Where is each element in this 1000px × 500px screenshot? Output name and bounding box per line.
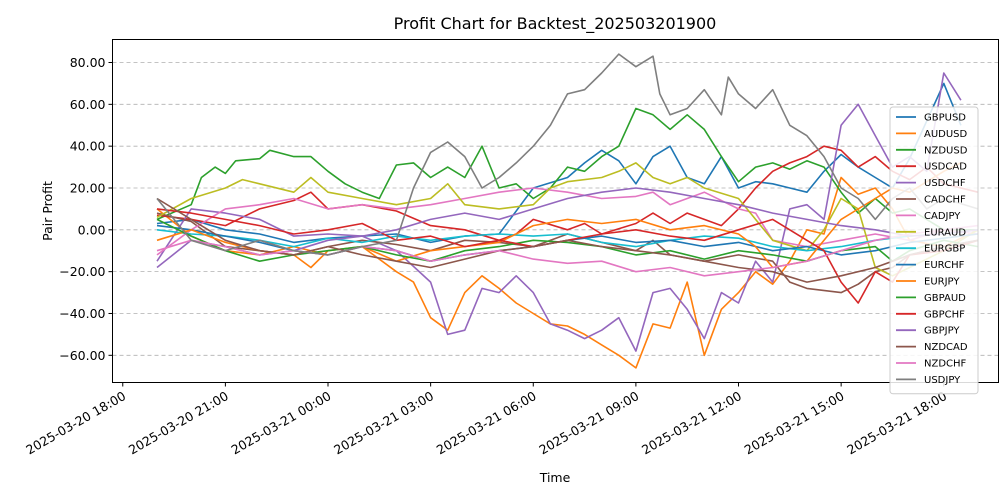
legend-label-eurjpy: EURJPY [924,277,960,288]
legend-label-audusd: AUDUSD [924,129,968,140]
legend-label-cadchf: CADCHF [924,195,966,206]
y-tick-label-3: 0.00 [78,222,106,237]
legend-label-usdjpy: USDJPY [924,375,961,386]
series-line-usdchf [156,72,962,352]
y-tick-label-5: 40.00 [70,139,106,154]
series-line-gbpchf [156,208,979,304]
y-tick-label-6: 60.00 [70,97,106,112]
series-line-gbpusd [156,82,962,244]
chart-title: Profit Chart for Backtest_202503201900 [394,14,717,34]
legend-label-eurchf: EURCHF [924,260,965,271]
series-lines [156,53,979,369]
plot-frame [112,39,999,383]
x-tick-label-8: 2025-03-21 18:00 [844,388,949,457]
series-line-cadjpy [156,187,979,256]
legend-box [889,106,979,395]
x-tick-label-1: 2025-03-20 21:00 [126,388,231,457]
series-line-nzdusd [156,107,978,231]
series-line-eurjpy [156,162,962,269]
series-line-nzdcad [156,197,979,283]
series-line-euraud [156,162,979,277]
x-tick-label-6: 2025-03-21 12:00 [639,388,744,457]
legend-label-gbpaud: GBPAUD [924,293,966,304]
legend-label-gbpjpy: GBPJPY [924,326,960,337]
x-tick-label-5: 2025-03-21 09:00 [536,388,641,457]
y-tick-label-2: −20.00 [59,264,105,279]
legend-label-gbpusd: GBPUSD [924,113,966,124]
x-tick-label-7: 2025-03-21 15:00 [742,388,847,457]
x-tick-label-2: 2025-03-21 00:00 [228,388,333,457]
y-axis-ticks: −60.00 −40.00 −20.00 0.00 20.00 40.00 60.00 80.… [59,55,113,363]
series-line-usdcad [156,145,979,242]
x-tick-label-3: 2025-03-21 03:00 [331,388,436,457]
grid-lines [112,62,999,356]
legend-label-nzdcad: NZDCAD [924,342,968,353]
y-axis-label: Pair Profit [40,181,55,241]
x-tick-label-4: 2025-03-21 06:00 [434,388,539,457]
legend-label-cadjpy: CADJPY [924,211,961,222]
legend-label-euraud: EURAUD [924,227,966,238]
y-tick-label-7: 80.00 [70,55,106,70]
series-line-audusd [156,176,979,369]
series-line-eurgbp [156,229,979,252]
x-tick-label-0: 2025-03-20 18:00 [23,388,128,457]
y-tick-label-4: 20.00 [70,180,106,195]
legend-label-usdcad: USDCAD [924,162,967,173]
x-axis-label: Time [539,470,571,485]
legend-label-nzdchf: NZDCHF [924,359,967,370]
legend: GBPUSD AUDUSD NZDUSD USDCAD USDCHF CADCHF CADJ… [889,106,979,395]
y-tick-label-1: −40.00 [59,306,105,321]
legend-label-nzdusd: NZDUSD [924,145,968,156]
y-tick-label-0: −60.00 [59,348,105,363]
series-line-gbpjpy [156,187,979,269]
legend-label-eurgbp: EURGBP [924,244,965,255]
legend-label-gbpchf: GBPCHF [924,309,965,320]
series-line-usdjpy [156,53,979,256]
legend-label-usdchf: USDCHF [924,178,966,189]
